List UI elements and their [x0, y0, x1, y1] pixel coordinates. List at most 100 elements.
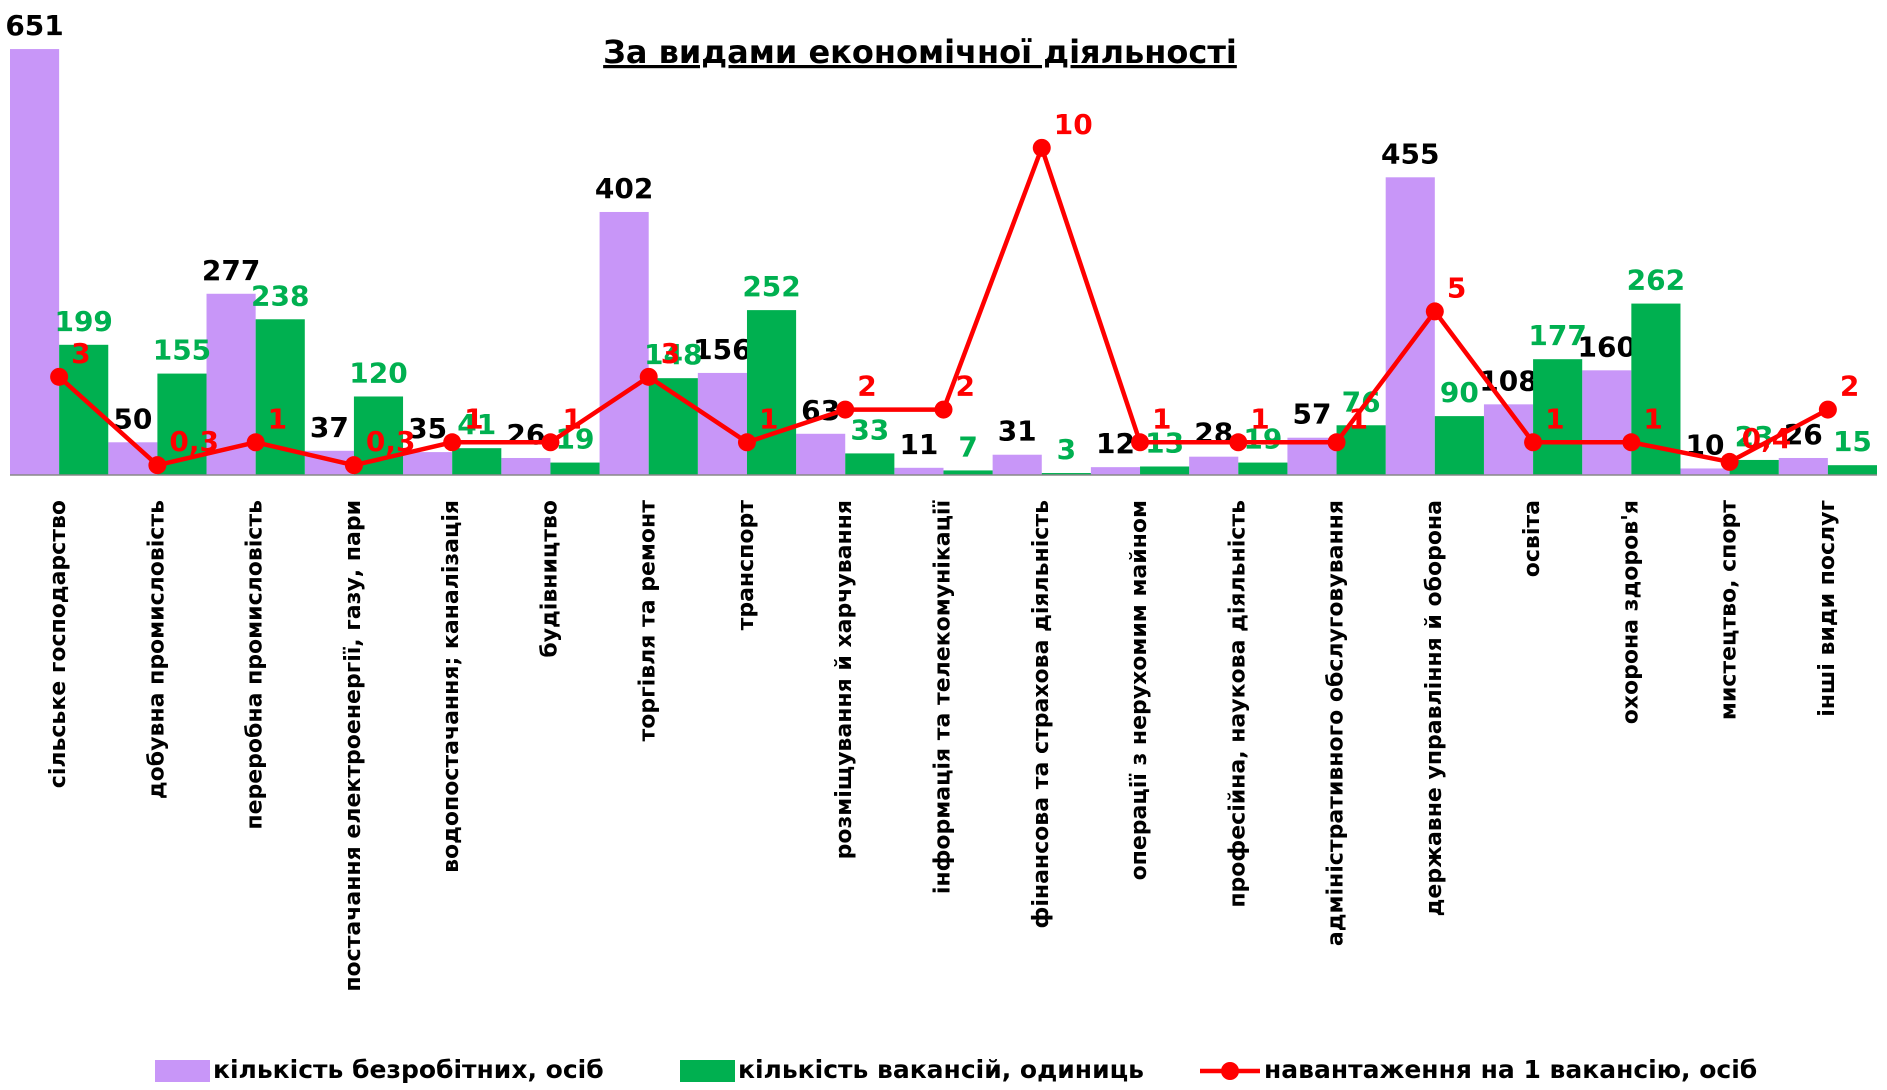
legend-marker: [1221, 1062, 1239, 1080]
x-tick-label: інші види послуг: [1815, 500, 1840, 717]
bar-value-label: 155: [153, 334, 211, 367]
bar: [550, 462, 600, 475]
line-marker: [737, 433, 756, 452]
bar: [1189, 456, 1239, 475]
line-value-label: 1: [1250, 402, 1269, 435]
line-value-label: 2: [956, 370, 975, 403]
bar: [452, 448, 502, 475]
legend-swatch: [680, 1060, 735, 1082]
line-value-label: 0,4: [1742, 422, 1792, 455]
x-tick-label: торгівля та ремонт: [636, 500, 661, 742]
bar-value-label: 37: [310, 411, 349, 444]
bar: [599, 211, 649, 475]
line-value-label: 0,3: [169, 425, 219, 458]
bar-value-label: 160: [1578, 330, 1636, 363]
bar: [894, 467, 944, 475]
bar-value-label: 19: [1243, 423, 1282, 456]
bar-value-label: 402: [595, 172, 653, 205]
bar-value-label: 177: [1528, 319, 1586, 352]
bar-value-label: 33: [850, 413, 889, 446]
line-value-label: 0,3: [366, 425, 416, 458]
x-tick-label: переробна промисловість: [243, 500, 268, 830]
line-marker: [443, 433, 462, 452]
line-marker: [246, 433, 265, 452]
line-marker: [344, 456, 363, 475]
line-value-label: 3: [71, 337, 90, 370]
bar-value-label: 148: [644, 338, 702, 371]
legend-swatch: [155, 1060, 210, 1082]
legend-label: кількість вакансій, одиниць: [738, 1055, 1144, 1084]
bar-value-label: 252: [742, 270, 800, 303]
x-tick-label: мистецтво, спорт: [1717, 500, 1742, 720]
bar-value-label: 651: [5, 9, 63, 42]
line-marker: [1032, 138, 1051, 157]
bar-value-label: 31: [998, 415, 1037, 448]
line-marker: [639, 367, 658, 386]
bar-value-label: 11: [899, 428, 938, 461]
x-tick-label: освіта: [1520, 500, 1545, 577]
legend-label: навантаження на 1 вакансію, осіб: [1264, 1055, 1757, 1084]
line-marker: [148, 456, 167, 475]
bar: [1533, 359, 1583, 475]
line-value-label: 1: [562, 402, 581, 435]
bar: [1680, 468, 1730, 475]
bar: [59, 344, 109, 475]
line-value-label: 3: [661, 337, 680, 370]
x-tick-label: добувна промисловість: [144, 500, 169, 799]
line-marker: [1131, 433, 1150, 452]
bar: [1582, 370, 1632, 475]
chart-title: За видами економічної діяльності: [603, 33, 1237, 71]
bar-value-label: 26: [506, 418, 545, 451]
bar: [943, 470, 993, 475]
line-value-label: 1: [1643, 402, 1662, 435]
x-tick-label: розміщування й харчування: [832, 500, 857, 859]
bar: [1140, 466, 1190, 475]
bar: [1434, 416, 1484, 475]
x-tick-label: операції з нерухомим майном: [1127, 500, 1152, 880]
bar-value-label: 3: [1057, 433, 1076, 466]
x-tick-label: сільське господарство: [46, 500, 71, 788]
x-tick-label: водопостачання; каналізація: [439, 500, 464, 873]
bar-value-label: 12: [1096, 427, 1135, 460]
bar: [403, 452, 453, 475]
bar: [1827, 465, 1877, 475]
legend-label: кількість безробітних, осіб: [213, 1055, 604, 1084]
bar-value-label: 455: [1381, 137, 1439, 170]
bar: [501, 457, 551, 475]
bar-value-label: 277: [202, 254, 260, 287]
bar-value-label: 7: [958, 430, 977, 463]
bar-value-label: 15: [1833, 425, 1872, 458]
bar: [1238, 462, 1288, 475]
line-marker: [1818, 400, 1837, 419]
line-marker: [1229, 433, 1248, 452]
bar: [796, 433, 846, 475]
x-tick-label: постачання електроенергії, газу, пари: [341, 500, 366, 992]
bar-value-label: 57: [1293, 398, 1332, 431]
x-tick-label: будівництво: [537, 500, 562, 658]
line-marker: [1524, 433, 1543, 452]
bar-value-label: 262: [1627, 264, 1685, 297]
line-marker: [50, 367, 69, 386]
x-tick-label: інформація та телекомунікації: [931, 500, 956, 895]
bar-value-label: 199: [54, 305, 112, 338]
bar-value-label: 90: [1440, 376, 1479, 409]
line-value-label: 10: [1054, 108, 1093, 141]
bar-value-label: 238: [251, 279, 309, 312]
bar: [746, 310, 797, 475]
bar-value-label: 156: [693, 333, 751, 366]
line-marker: [1425, 302, 1444, 321]
x-tick-label: державне управління й оборона: [1422, 500, 1447, 916]
x-tick-label: транспорт: [734, 500, 759, 631]
line-marker: [1327, 433, 1346, 452]
line-value-label: 1: [759, 402, 778, 435]
bar: [845, 453, 895, 475]
bar: [10, 49, 60, 476]
line-marker: [836, 400, 855, 419]
line-value-label: 5: [1447, 271, 1466, 304]
bar-value-label: 28: [1194, 417, 1233, 450]
bar: [1385, 177, 1435, 476]
line-marker: [1720, 452, 1739, 471]
line-marker: [934, 400, 953, 419]
bar: [1729, 459, 1779, 475]
